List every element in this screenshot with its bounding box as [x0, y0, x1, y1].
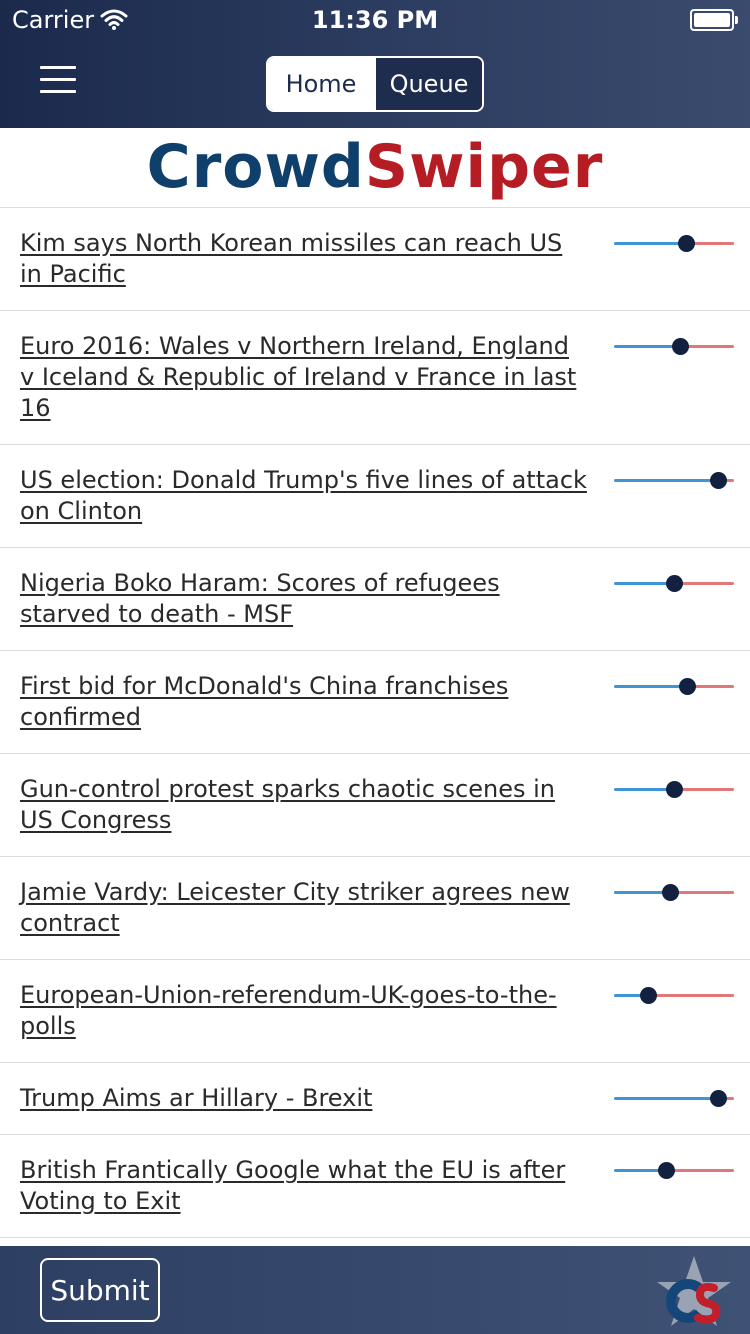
slider-knob[interactable] [658, 1162, 675, 1179]
news-list-item: Trump Aims ar Hillary - Brexit [0, 1063, 750, 1135]
opinion-slider[interactable] [614, 1162, 734, 1179]
news-headline-link[interactable]: British Frantically Google what the EU i… [20, 1156, 566, 1215]
opinion-slider[interactable] [614, 884, 734, 901]
news-list-item: Euro 2016: Wales v Northern Ireland, Eng… [0, 311, 750, 445]
news-list-item: Kim says North Korean missiles can reach… [0, 208, 750, 311]
tab-home[interactable]: Home [268, 58, 374, 110]
slider-track-right [685, 345, 734, 348]
opinion-slider[interactable] [614, 1090, 734, 1107]
news-headline-link[interactable]: US election: Donald Trump's five lines o… [20, 466, 587, 525]
slider-track-left [614, 582, 669, 585]
opinion-slider[interactable] [614, 472, 734, 489]
slider-track-right [723, 479, 734, 482]
status-time: 11:36 PM [311, 6, 439, 34]
submit-button[interactable]: Submit [40, 1258, 160, 1322]
slider-knob[interactable] [672, 338, 689, 355]
top-navigation-bar: Carrier 11:36 PM Home Queue [0, 0, 750, 128]
home-queue-segmented-control: Home Queue [266, 56, 484, 112]
opinion-slider[interactable] [614, 678, 734, 695]
battery-icon [690, 9, 738, 31]
slider-knob[interactable] [710, 1090, 727, 1107]
news-headline-link[interactable]: Euro 2016: Wales v Northern Ireland, Eng… [20, 332, 577, 422]
slider-track-left [614, 1097, 713, 1100]
slider-knob[interactable] [666, 781, 683, 798]
bottom-toolbar: Submit [0, 1246, 750, 1334]
slider-track-left [614, 891, 665, 894]
news-headline-link[interactable]: Trump Aims ar Hillary - Brexit [20, 1084, 373, 1112]
slider-track-left [614, 479, 713, 482]
slider-track-right [675, 891, 734, 894]
slider-track-right [691, 242, 734, 245]
carrier-label: Carrier [12, 6, 95, 34]
news-list: Kim says North Korean missiles can reach… [0, 208, 750, 1238]
news-headline-link[interactable]: Jamie Vardy: Leicester City striker agre… [20, 878, 570, 937]
opinion-slider[interactable] [614, 781, 734, 798]
opinion-slider[interactable] [614, 575, 734, 592]
news-list-item: European-Union-referendum-UK-goes-to-the… [0, 960, 750, 1063]
news-list-item: First bid for McDonald's China franchise… [0, 651, 750, 754]
slider-track-left [614, 788, 669, 791]
news-headline-link[interactable]: Kim says North Korean missiles can reach… [20, 229, 563, 288]
star-cs-logo-icon [657, 1256, 731, 1326]
slider-track-right [671, 1169, 734, 1172]
slider-track-right [679, 788, 734, 791]
logo-word-swiper: Swiper [364, 132, 604, 202]
slider-track-left [614, 1169, 661, 1172]
slider-track-right [653, 994, 734, 997]
slider-knob[interactable] [640, 987, 657, 1004]
slider-track-right [679, 582, 734, 585]
news-list-item: Nigeria Boko Haram: Scores of refugees s… [0, 548, 750, 651]
slider-track-right [692, 685, 734, 688]
slider-track-left [614, 242, 681, 245]
news-list-item: Gun-control protest sparks chaotic scene… [0, 754, 750, 857]
news-headline-link[interactable]: First bid for McDonald's China franchise… [20, 672, 509, 731]
slider-track-left [614, 994, 643, 997]
slider-knob[interactable] [662, 884, 679, 901]
slider-track-right [723, 1097, 734, 1100]
news-headline-link[interactable]: Nigeria Boko Haram: Scores of refugees s… [20, 569, 500, 628]
news-headline-link[interactable]: European-Union-referendum-UK-goes-to-the… [20, 981, 557, 1040]
news-list-item: Jamie Vardy: Leicester City striker agre… [0, 857, 750, 960]
news-headline-link[interactable]: Gun-control protest sparks chaotic scene… [20, 775, 555, 834]
news-list-item: US election: Donald Trump's five lines o… [0, 445, 750, 548]
slider-knob[interactable] [710, 472, 727, 489]
slider-knob[interactable] [678, 235, 695, 252]
slider-track-left [614, 345, 675, 348]
logo-header: CrowdSwiper [0, 128, 750, 208]
slider-knob[interactable] [679, 678, 696, 695]
opinion-slider[interactable] [614, 235, 734, 252]
slider-knob[interactable] [666, 575, 683, 592]
slider-track-left [614, 685, 682, 688]
opinion-slider[interactable] [614, 338, 734, 355]
news-list-item: British Frantically Google what the EU i… [0, 1135, 750, 1238]
crowdswiper-logo: CrowdSwiper [0, 132, 750, 202]
opinion-slider[interactable] [614, 987, 734, 1004]
tab-queue[interactable]: Queue [374, 58, 482, 110]
status-bar: Carrier 11:36 PM [0, 0, 750, 40]
logo-word-crowd: Crowd [146, 132, 365, 202]
wifi-icon [100, 9, 128, 30]
hamburger-menu-icon[interactable] [40, 66, 76, 96]
